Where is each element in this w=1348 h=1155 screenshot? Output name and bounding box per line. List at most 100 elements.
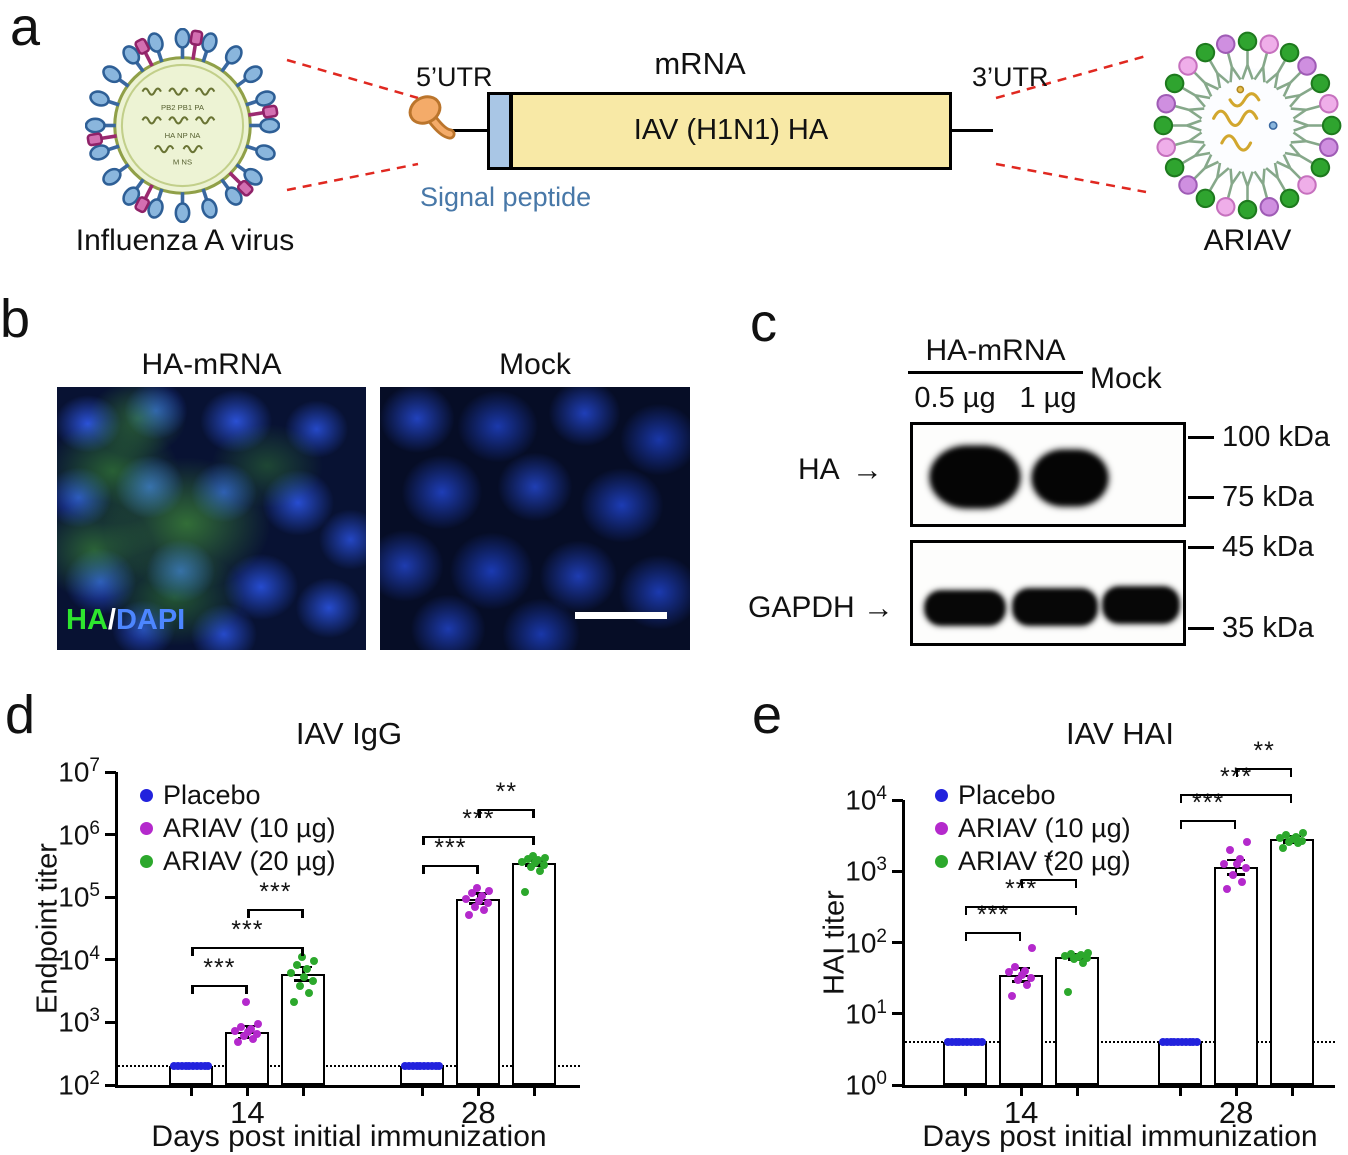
sig-bracket-end: [247, 908, 250, 918]
data-point: [1023, 981, 1032, 990]
data-point: [978, 1038, 987, 1047]
bar: [1055, 957, 1100, 1085]
baseline-dotted-line: [118, 1065, 580, 1068]
bar: [1214, 866, 1259, 1085]
data-point: [541, 853, 550, 862]
data-point: [524, 854, 533, 863]
virus-gene-row: PB2 PB1 PA: [161, 103, 205, 112]
chart-title: IAV HAI: [1066, 716, 1174, 751]
data-point: [1083, 954, 1092, 963]
y-tick-label: 102: [845, 925, 887, 958]
data-point: [1276, 834, 1285, 843]
legend-item: ARIAV (10 µg): [935, 813, 1131, 844]
data-point: [471, 902, 480, 911]
sig-bracket: [965, 932, 1022, 935]
sig-bracket-end: [191, 984, 194, 994]
legend-dot: [935, 855, 948, 868]
legend-item: ARIAV (10 µg): [140, 813, 336, 844]
y-tick-label: 101: [845, 996, 887, 1030]
lane-label-05ug: 0.5 µg: [914, 382, 996, 414]
sig-bracket: [478, 808, 535, 811]
data-point: [484, 899, 493, 908]
y-axis: [115, 772, 118, 1088]
y-tick: [892, 1083, 903, 1087]
data-point: [485, 887, 494, 896]
y-tick: [892, 798, 903, 802]
data-point: [1299, 829, 1308, 838]
utr5-label: 5’UTR: [416, 62, 493, 92]
data-point: [310, 957, 319, 966]
marker-45kda: 45 kDa: [1222, 531, 1314, 563]
blot-band: [1013, 589, 1097, 625]
legend-label: ARIAV (10 µg): [958, 813, 1131, 843]
sig-stars: ***: [434, 833, 467, 862]
bar: [225, 1032, 270, 1085]
gapdh-row-label: GAPDH →: [748, 590, 894, 626]
data-point: [1005, 968, 1014, 977]
ha-label: HA: [798, 453, 840, 486]
data-point: [465, 910, 474, 919]
y-tick: [105, 1020, 116, 1024]
sig-stars: ***: [259, 877, 292, 906]
legend-label: ARIAV (10 µg): [163, 813, 336, 843]
data-point: [247, 1025, 256, 1034]
western-blot-ha: [910, 422, 1186, 527]
marker-35kda: 35 kDa: [1222, 612, 1314, 644]
x-tick: [476, 1088, 480, 1096]
marker-tick: [1188, 436, 1214, 439]
legend-item: ARIAV (20 µg): [140, 846, 336, 877]
panel-label-e: e: [752, 685, 783, 745]
sig-stars: ***: [1220, 763, 1253, 792]
baseline-dotted-line: [905, 1041, 1335, 1044]
y-axis: [902, 800, 905, 1088]
legend-item: Placebo: [140, 780, 261, 811]
data-point: [1077, 951, 1086, 960]
bar: [512, 863, 557, 1085]
data-point: [1242, 864, 1251, 873]
sig-bracket-end: [1290, 794, 1293, 804]
marker-tick: [1188, 546, 1214, 549]
bar: [281, 973, 326, 1085]
data-point: [1282, 831, 1291, 840]
bar: [943, 1042, 988, 1085]
data-point: [309, 976, 318, 985]
blot-band: [1103, 587, 1179, 623]
data-point: [462, 894, 471, 903]
sig-stars: ***: [203, 953, 236, 982]
data-point: [521, 888, 530, 897]
data-point: [1223, 885, 1232, 894]
legend-item: Placebo: [935, 780, 1056, 811]
mrna-title: mRNA: [654, 46, 746, 81]
dashed-connector-lines: [286, 54, 1147, 194]
data-point: [473, 884, 482, 893]
sig-bracket-end: [1075, 878, 1078, 888]
sig-bracket-end: [191, 947, 194, 957]
channel-overlay-label: HA/DAPI: [66, 604, 185, 637]
dapi-channel-label: DAPI: [115, 604, 186, 636]
legend-label: Placebo: [163, 780, 261, 810]
y-tick-label: 100: [845, 1068, 887, 1101]
arrow-icon: →: [862, 590, 894, 625]
data-point: [254, 1019, 263, 1028]
y-tick: [105, 958, 116, 962]
sig-bracket: [191, 947, 304, 950]
data-point: [1236, 854, 1245, 863]
sig-bracket-end: [532, 808, 535, 818]
sig-bracket-end: [1019, 932, 1022, 942]
y-tick-label: 107: [58, 755, 100, 788]
marker-100kda: 100 kDa: [1222, 421, 1331, 453]
bar: [1270, 839, 1315, 1085]
sig-bracket-end: [1075, 905, 1078, 915]
legend-dot: [140, 855, 153, 868]
lnp-ariav-illustration: [1150, 28, 1345, 223]
sig-bracket: [1180, 794, 1293, 797]
ha-channel-label: HA: [66, 604, 108, 636]
data-point: [1193, 1038, 1202, 1047]
y-tick-label: 104: [58, 942, 100, 976]
data-point: [480, 905, 489, 914]
virus-gene-row: HA NP NA: [165, 131, 202, 140]
panel-label-c: c: [750, 293, 777, 353]
signal-peptide-label: Signal peptide: [420, 182, 592, 212]
data-point: [435, 1062, 444, 1071]
influenza-virus-illustration: PB2 PB1 PA HA NP NA M NS: [85, 28, 280, 223]
